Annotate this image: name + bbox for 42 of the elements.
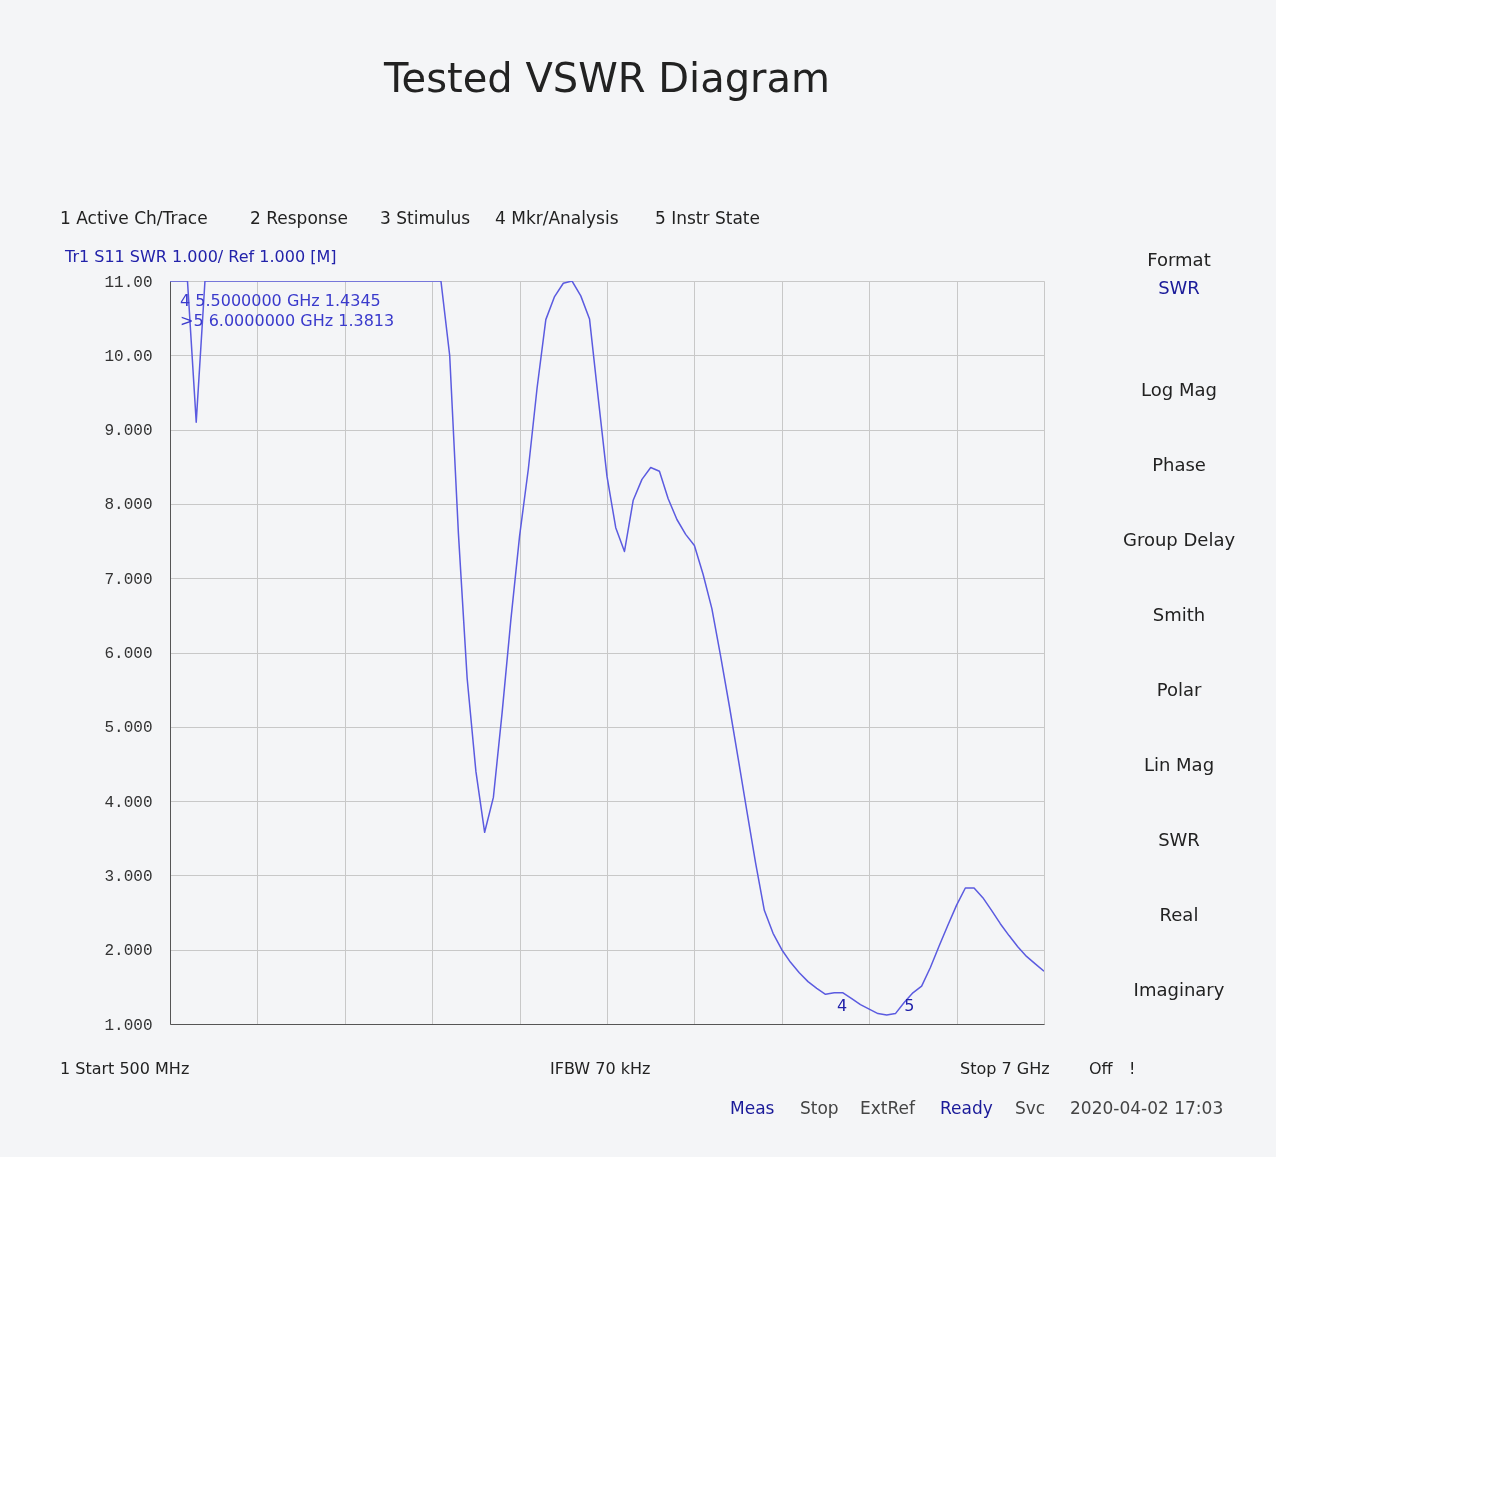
y-tick-label: 1.000: [104, 1016, 153, 1035]
text: SWR: [1158, 829, 1200, 850]
y-tick-label: 4.000: [104, 793, 153, 812]
text: 3 Stimulus: [380, 208, 471, 228]
text: 5 Instr State: [655, 208, 760, 228]
text: Off: [1089, 1059, 1114, 1078]
y-tick-label: 2.000: [104, 942, 153, 961]
text: Group Delay: [1122, 529, 1236, 550]
annotation: 4: [837, 996, 848, 1015]
text: Real: [1159, 904, 1199, 925]
text: Meas: [730, 1098, 775, 1118]
text: Stop 7 GHz: [960, 1059, 1050, 1078]
text: 2 Response: [250, 208, 348, 228]
y-tick-label: 9.000: [104, 422, 153, 441]
text: Ready: [940, 1098, 993, 1118]
y-tick-label: 6.000: [104, 645, 153, 663]
text: ExtRef: [860, 1098, 916, 1118]
text: 1 Start 500 MHz: [60, 1059, 190, 1078]
y-tick-label: 11.00: [104, 273, 153, 292]
text: Smith: [1152, 604, 1206, 625]
text: SWR: [1158, 277, 1200, 298]
text: Log Mag: [1141, 379, 1217, 400]
text: Stop: [800, 1098, 839, 1118]
text: Format: [1147, 249, 1211, 270]
text: 1 Active Ch/Trace: [60, 208, 208, 228]
annotation: 5: [904, 996, 915, 1015]
text: 4 Mkr/Analysis: [495, 208, 619, 228]
y-tick-label: 8.000: [104, 496, 153, 515]
y-tick-label: 10.00: [104, 347, 153, 366]
text: IFBW 70 kHz: [550, 1059, 651, 1078]
y-tick-label: 3.000: [104, 867, 153, 886]
chart-title: Tested VSWR Diagram: [382, 55, 831, 101]
text: Phase: [1152, 454, 1206, 475]
y-tick-label: 7.000: [104, 570, 153, 589]
text: !: [1129, 1059, 1136, 1078]
text: Polar: [1156, 679, 1202, 700]
text: 2020-04-02 17:03: [1070, 1098, 1224, 1118]
text: Svc: [1015, 1098, 1046, 1118]
text: Imaginary: [1133, 979, 1225, 1000]
y-tick-label: 5.000: [104, 719, 153, 738]
text: Tr1 S11 SWR 1.000/ Ref 1.000 [M]: [64, 247, 337, 266]
text: Lin Mag: [1143, 754, 1215, 775]
